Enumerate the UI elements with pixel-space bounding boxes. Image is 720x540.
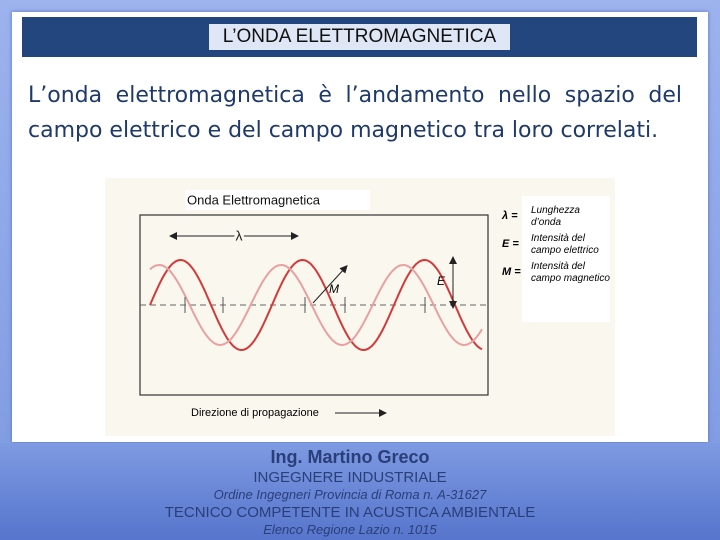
legend-text-line: campo elettrico — [531, 245, 599, 256]
figure-title: Onda Elettromagnetica — [187, 192, 321, 207]
header-title: L’ONDA ELETTROMAGNETICA — [208, 24, 511, 50]
legend-text: Lunghezza d’onda — [531, 205, 580, 228]
footer-line: Ordine Ingegneri Provincia di Roma n. A-… — [213, 487, 487, 502]
m-arrow — [312, 265, 348, 304]
legend-text-line: d’onda — [531, 217, 561, 228]
legend-symbol: λ = — [501, 210, 518, 222]
footer: Ing. Martino Greco INGEGNERE INDUSTRIALE O… — [0, 443, 720, 540]
footer-line: Ing. Martino Greco — [270, 447, 430, 467]
header-bar: L’ONDA ELETTROMAGNETICA — [22, 17, 697, 57]
legend-text-line: campo magnetico — [531, 273, 610, 284]
legend-text: Intensità del campo elettrico — [531, 233, 599, 256]
footer-line: TECNICO COMPETENTE IN ACUSTICA AMBIENTAL… — [164, 504, 536, 521]
legend-text: Intensità del campo magnetico — [531, 261, 610, 284]
footer-line: Elenco Regione Lazio n. 1015 — [263, 522, 437, 537]
legend-symbol: E = — [502, 238, 519, 250]
caption: Direzione di propagazione — [191, 407, 319, 419]
lambda-label: λ — [236, 228, 243, 244]
footer-line: INGEGNERE INDUSTRIALE — [253, 469, 447, 486]
magnetic-wave — [149, 263, 483, 347]
legend-text-line: Intensità del — [531, 233, 586, 244]
legend-box — [522, 196, 610, 322]
m-label: M — [329, 282, 339, 296]
legend-text-line: Intensità del — [531, 261, 586, 272]
figure-title-bg — [185, 190, 370, 210]
body-text: L’onda elettromagnetica è l’andamento ne… — [28, 83, 682, 143]
e-label: E — [437, 274, 446, 288]
legend-symbol: M = — [502, 266, 521, 278]
electric-wave — [149, 258, 483, 352]
wave-figure: Onda Elettromagnetica λ E M λ = Lunghezza… — [105, 178, 615, 436]
legend-text-line: Lunghezza — [531, 205, 580, 216]
